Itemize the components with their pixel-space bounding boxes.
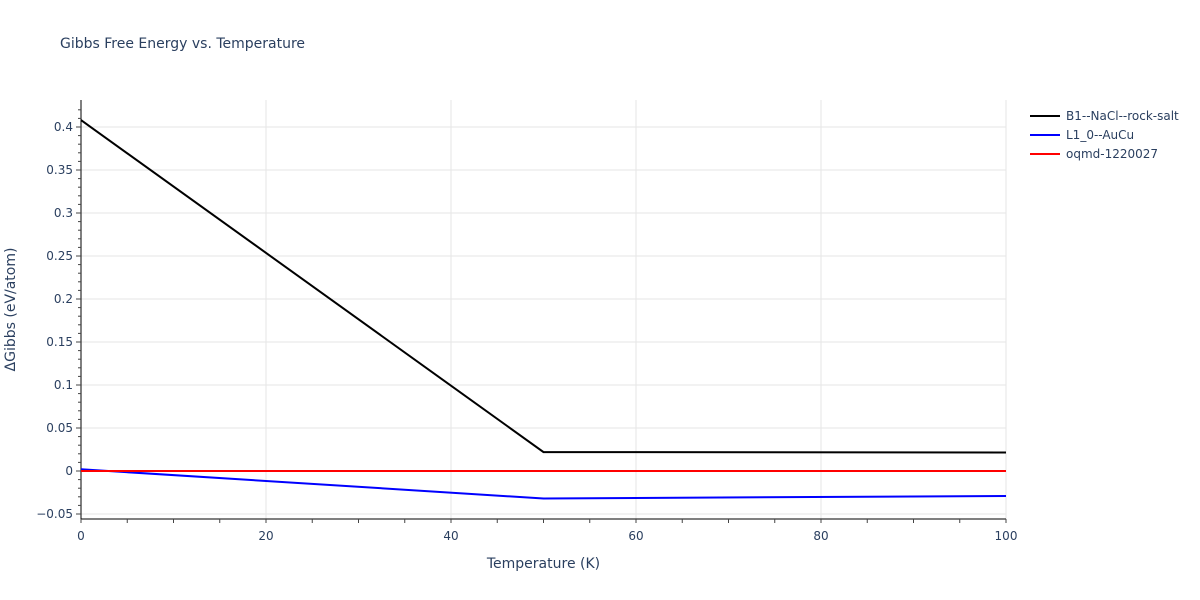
legend-item[interactable]: B1--NaCl--rock-salt <box>1030 106 1179 125</box>
y-tick-label: 0.1 <box>54 378 73 392</box>
legend-swatch <box>1030 114 1060 117</box>
y-tick-label: 0.35 <box>46 163 73 177</box>
legend-swatch <box>1030 152 1060 155</box>
y-tick-label: 0.3 <box>54 206 73 220</box>
y-tick-label: 0.4 <box>54 120 73 134</box>
x-tick-label: 80 <box>813 529 828 543</box>
x-tick-label: 20 <box>258 529 273 543</box>
y-tick-label: 0 <box>65 464 73 478</box>
series-line-b1-nacl-rock-salt <box>80 119 1007 454</box>
x-tick-label: 60 <box>628 529 643 543</box>
legend-item[interactable]: oqmd-1220027 <box>1030 144 1179 163</box>
x-tick-label: 40 <box>443 529 458 543</box>
y-tick-label: −0.05 <box>36 507 73 521</box>
x-tick-label: 100 <box>995 529 1018 543</box>
legend-swatch <box>1030 133 1060 136</box>
y-tick-label: 0.2 <box>54 292 73 306</box>
y-tick-label: 0.15 <box>46 335 73 349</box>
y-tick-label: 0.25 <box>46 249 73 263</box>
legend-item[interactable]: L1_0--AuCu <box>1030 125 1179 144</box>
legend-label: oqmd-1220027 <box>1066 146 1159 161</box>
y-tick-label: 0.05 <box>46 421 73 435</box>
x-axis-title: Temperature (K) <box>486 556 600 572</box>
chart-title: Gibbs Free Energy vs. Temperature <box>60 36 306 52</box>
series-line-l1-0-aucu <box>80 468 1007 500</box>
y-axis-title: ΔGibbs (eV/atom) <box>3 248 19 372</box>
legend-label: L1_0--AuCu <box>1066 127 1135 142</box>
legend: B1--NaCl--rock-salt L1_0--AuCu oqmd-122002… <box>1030 106 1179 163</box>
legend-label: B1--NaCl--rock-salt <box>1066 108 1179 123</box>
x-tick-label: 0 <box>77 529 85 543</box>
